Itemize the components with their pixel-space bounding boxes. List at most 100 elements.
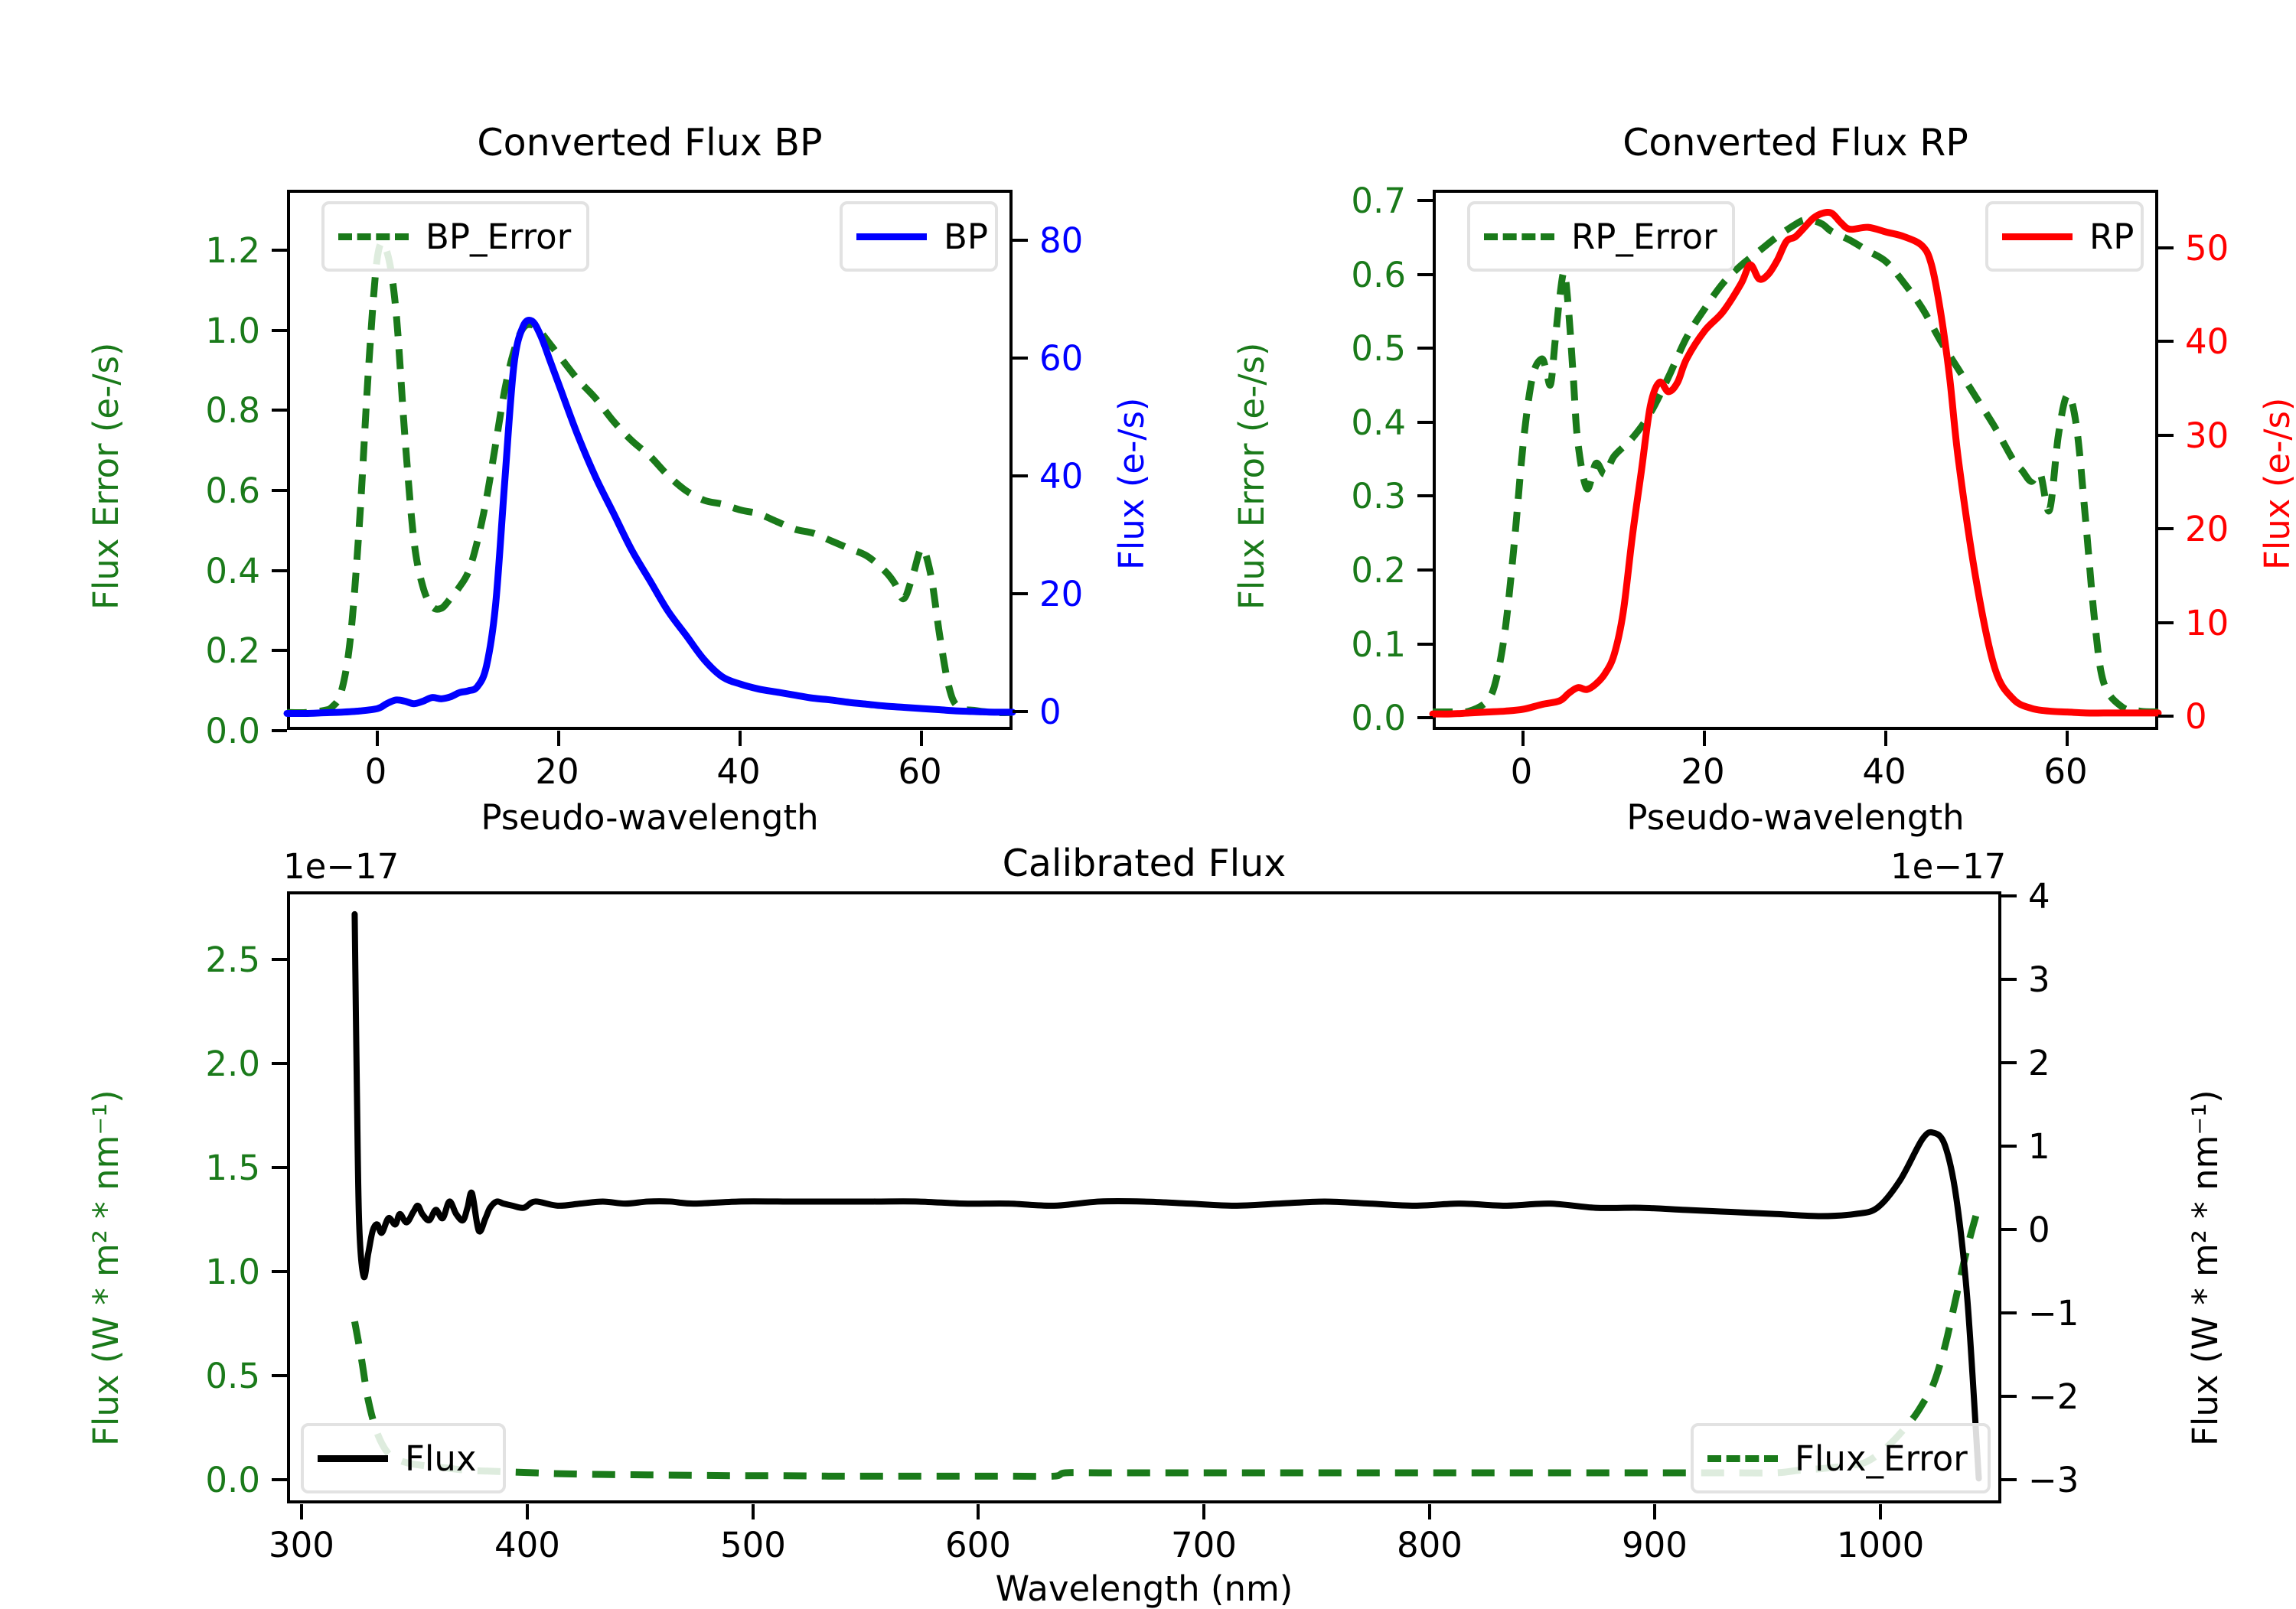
bp-ytick-right-label: 20 <box>1039 574 1084 614</box>
bp-flux-curve <box>283 317 1016 718</box>
rp-ytick-left-label: 0.0 <box>1351 698 1406 738</box>
rp-error-legend-label: RP_Error <box>1571 216 1717 257</box>
bp-error-legend-label: BP_Error <box>426 216 572 257</box>
bp-xtick-mark <box>920 731 923 746</box>
rp-xtick-label: 40 <box>1862 751 1906 792</box>
cal-xtick-label: 800 <box>1397 1525 1463 1565</box>
rp-xtick-mark <box>1703 731 1706 746</box>
bp-xtick-mark <box>376 731 379 746</box>
bp-ytick-right-label: 0 <box>1039 692 1062 732</box>
rp-ytick-mark <box>1417 494 1433 497</box>
cal-xtick-label: 400 <box>494 1525 560 1565</box>
bp-error-curve <box>286 239 1013 716</box>
cal-ytick-mark <box>272 958 287 961</box>
cal-ytick-mark-right <box>2001 1228 2017 1231</box>
bp-ytick-left-label: 0.4 <box>205 551 260 591</box>
rp-yaxis-right-label: Flux (e-/s) <box>2257 397 2296 570</box>
rp-panel-title: Converted Flux RP <box>1623 121 1968 164</box>
calibrated-flux-legend-swatch <box>318 1454 388 1462</box>
rp-ytick-mark <box>1417 643 1433 646</box>
rp-ytick-mark-right <box>2158 527 2174 530</box>
cal-xtick-mark <box>300 1504 303 1519</box>
rp-ytick-mark-right <box>2158 715 2174 718</box>
rp-xtick-mark <box>1521 731 1525 746</box>
cal-ytick-mark-right <box>2001 1478 2017 1481</box>
calibrated-flux-legend-label: Flux <box>405 1438 477 1479</box>
cal-xtick-label: 700 <box>1171 1525 1237 1565</box>
bp-ytick-mark-right <box>1013 357 1028 360</box>
rp-ytick-right-label: 50 <box>2185 228 2229 269</box>
cal-ytick-left-label: 1.0 <box>205 1252 260 1292</box>
bp-ytick-left-label: 1.2 <box>205 230 260 271</box>
cal-ytick-mark <box>272 1478 287 1481</box>
bp-ytick-mark <box>272 489 287 492</box>
rp-ytick-mark <box>1417 716 1433 719</box>
cal-ytick-mark <box>272 1166 287 1169</box>
bp-ytick-mark <box>272 249 287 252</box>
calibrated-xaxis-label: Wavelength (nm) <box>995 1568 1293 1609</box>
cal-ytick-left-label: 2.0 <box>205 1044 260 1084</box>
cal-xtick-mark <box>1653 1504 1656 1519</box>
rp-ytick-right-label: 0 <box>2185 696 2207 737</box>
bp-xtick-label: 40 <box>716 751 761 792</box>
bp-flux-legend[interactable]: BP <box>840 201 998 272</box>
bp-ytick-mark <box>272 729 287 732</box>
rp-xtick-label: 60 <box>2043 751 2088 792</box>
calibrated-axes-frame <box>287 891 2001 1503</box>
bp-xtick-label: 20 <box>535 751 579 792</box>
rp-error-legend[interactable]: RP_Error <box>1467 201 1735 272</box>
rp-flux-legend-label: RP <box>2089 216 2135 257</box>
cal-xtick-label: 900 <box>1622 1525 1688 1565</box>
panel-calibrated-flux: Calibrated Flux 1e−17 1e−17 0.0 0.5 1.0 … <box>0 811 2296 1609</box>
rp-xtick-label: 20 <box>1681 751 1725 792</box>
bp-ytick-left-label: 0.8 <box>205 390 260 431</box>
bp-ytick-right-label: 80 <box>1039 220 1084 261</box>
bp-error-legend[interactable]: BP_Error <box>321 201 589 272</box>
rp-ytick-right-label: 30 <box>2185 415 2229 456</box>
rp-yaxis-left-label: Flux Error (e-/s) <box>1231 342 1272 610</box>
bp-xtick-label: 60 <box>898 751 942 792</box>
calibrated-panel-title: Calibrated Flux <box>1002 842 1287 885</box>
cal-ytick-mark-right <box>2001 978 2017 981</box>
bp-yaxis-left-label: Flux Error (e-/s) <box>86 342 126 610</box>
rp-xaxis-label: Pseudo-wavelength <box>1626 797 1965 838</box>
rp-ytick-left-label: 0.7 <box>1351 181 1406 221</box>
bp-yaxis-right-label: Flux (e-/s) <box>1111 397 1152 570</box>
bp-flux-legend-label: BP <box>944 216 989 257</box>
rp-error-curve <box>1432 216 2159 716</box>
panel-converted-flux-rp: Converted Flux RP 0.0 0.1 0.2 0.3 0.4 <box>1148 0 2296 838</box>
cal-xtick-label: 500 <box>720 1525 786 1565</box>
calibrated-plot-area <box>351 910 1982 1482</box>
cal-ytick-right-label: −3 <box>2028 1460 2079 1500</box>
rp-ytick-mark <box>1417 347 1433 350</box>
calibrated-yaxis-right-label: Flux (W * m² * nm⁻¹) <box>2185 1089 2226 1446</box>
rp-ytick-left-label: 0.4 <box>1351 402 1406 443</box>
bp-ytick-right-label: 40 <box>1039 456 1084 497</box>
calibrated-flux-error-legend-label: Flux_Error <box>1795 1438 1968 1479</box>
calibrated-yaxis-left-label: Flux (W * m² * nm⁻¹) <box>86 1089 126 1446</box>
rp-ytick-mark <box>1417 273 1433 276</box>
cal-xtick-mark <box>1879 1504 1882 1519</box>
rp-ytick-right-label: 10 <box>2185 603 2229 643</box>
cal-ytick-mark <box>272 1062 287 1065</box>
bp-ytick-left-label: 1.0 <box>205 311 260 351</box>
cal-ytick-right-label: 1 <box>2028 1126 2050 1167</box>
cal-ytick-mark <box>272 1374 287 1377</box>
calibrated-flux-error-legend[interactable]: Flux_Error <box>1691 1423 1991 1493</box>
rp-flux-legend[interactable]: RP <box>1985 201 2144 272</box>
bp-ytick-mark <box>272 329 287 332</box>
calibrated-flux-legend[interactable]: Flux <box>301 1423 506 1493</box>
cal-ytick-right-label: 3 <box>2028 959 2050 1000</box>
rp-xtick-label: 0 <box>1510 751 1533 792</box>
calibrated-flux-curve <box>351 910 1982 1482</box>
cal-xtick-mark <box>1202 1504 1205 1519</box>
bp-ytick-right-label: 60 <box>1039 338 1084 379</box>
cal-xtick-mark <box>977 1504 980 1519</box>
rp-ytick-mark <box>1417 199 1433 202</box>
cal-ytick-right-label: −2 <box>2028 1376 2079 1417</box>
panel-converted-flux-bp: Converted Flux BP 0.0 0.2 0.4 0.6 0.8 1. <box>0 0 1152 838</box>
cal-xtick-mark <box>526 1504 529 1519</box>
rp-ytick-left-label: 0.5 <box>1351 328 1406 369</box>
bp-panel-title: Converted Flux BP <box>477 121 823 164</box>
